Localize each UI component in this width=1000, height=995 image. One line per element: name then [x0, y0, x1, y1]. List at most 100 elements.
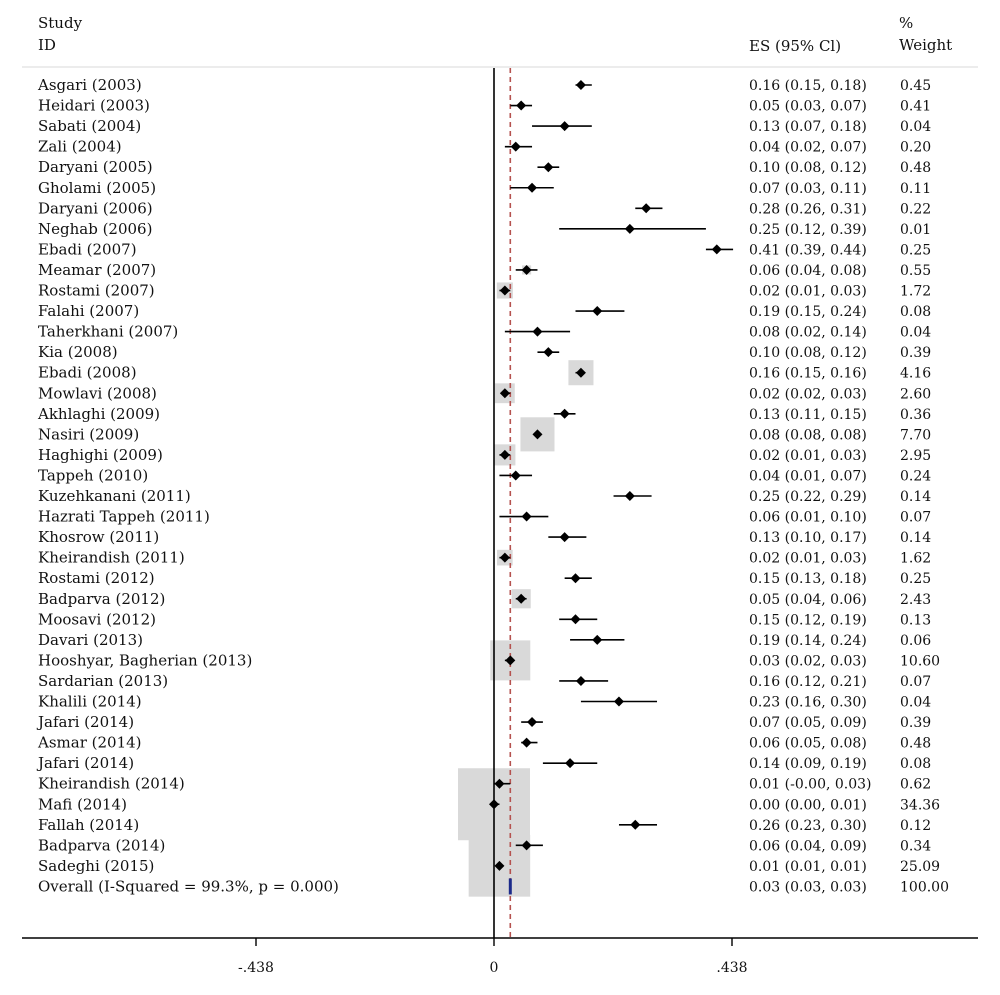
study-es-ci: 0.25 (0.22, 0.29) [749, 489, 867, 505]
study-label: Sadeghi (2015) [38, 857, 154, 875]
study-es-ci: 0.15 (0.12, 0.19) [749, 612, 867, 628]
study-es-ci: 0.13 (0.11, 0.15) [749, 407, 867, 423]
study-es-ci: 0.10 (0.08, 0.12) [749, 160, 867, 176]
point-estimate [494, 860, 505, 871]
study-weight: 2.60 [900, 386, 931, 402]
study-es-ci: 0.02 (0.01, 0.03) [749, 284, 867, 300]
study-label: Kheirandish (2011) [38, 549, 185, 567]
x-tick-label: -.438 [238, 960, 274, 976]
study-label: Falahi (2007) [38, 302, 139, 320]
study-es-ci: 0.06 (0.01, 0.10) [749, 510, 867, 526]
study-es-ci: 0.15 (0.13, 0.18) [749, 571, 867, 587]
study-weight: 0.06 [900, 633, 931, 649]
point-estimate [499, 388, 510, 399]
study-label: Fallah (2014) [38, 816, 139, 834]
point-estimate [527, 717, 538, 728]
study-es-ci: 0.04 (0.02, 0.07) [749, 140, 867, 156]
study-es-ci: 0.05 (0.03, 0.07) [749, 99, 867, 115]
study-es-ci: 0.19 (0.14, 0.24) [749, 633, 867, 649]
study-label: Khosrow (2011) [38, 528, 159, 546]
point-estimate [499, 449, 510, 460]
study-weight: 25.09 [900, 859, 940, 875]
study-label: Asgari (2003) [37, 76, 142, 94]
study-label: Hooshyar, Bagherian (2013) [38, 651, 252, 669]
point-estimate [575, 80, 586, 90]
point-estimate [510, 141, 521, 152]
study-label: Zali (2004) [38, 138, 122, 156]
point-estimate [499, 552, 510, 563]
header-es: ES (95% Cl) [749, 37, 841, 55]
study-weight: 4.16 [900, 366, 931, 382]
study-weight: 0.11 [900, 181, 931, 197]
point-estimate [505, 655, 516, 666]
point-estimate [575, 675, 586, 686]
study-label: Moosavi (2012) [38, 610, 156, 628]
study-weight: 0.14 [900, 489, 931, 505]
study-weight: 0.12 [900, 818, 931, 834]
overall-es-ci: 0.03 (0.03, 0.03) [749, 879, 867, 895]
study-label: Hazrati Tappeh (2011) [38, 508, 210, 526]
study-weight: 0.48 [900, 160, 931, 176]
study-weight: 0.13 [900, 612, 931, 628]
study-label: Daryani (2006) [38, 199, 153, 217]
study-es-ci: 0.07 (0.05, 0.09) [749, 715, 867, 731]
study-weight: 0.14 [900, 530, 931, 546]
study-label: Sabati (2004) [38, 117, 141, 135]
point-estimate [711, 244, 722, 255]
study-label: Kuzehkanani (2011) [38, 487, 191, 505]
study-label: Mowlavi (2008) [38, 384, 157, 402]
study-es-ci: 0.07 (0.03, 0.11) [749, 181, 867, 197]
study-es-ci: 0.28 (0.26, 0.31) [749, 201, 867, 217]
study-weight: 0.36 [900, 407, 931, 423]
study-weight: 2.95 [900, 448, 931, 464]
study-weight: 34.36 [900, 797, 940, 813]
study-weight: 7.70 [900, 427, 931, 443]
study-weight: 0.62 [900, 777, 931, 793]
study-weight: 0.39 [900, 345, 931, 361]
study-weight: 1.62 [900, 551, 931, 567]
point-estimate [521, 737, 532, 748]
point-estimate [559, 408, 570, 419]
point-estimate [592, 634, 603, 645]
point-estimate [559, 121, 570, 132]
study-label: Kheirandish (2014) [38, 775, 185, 793]
point-estimate [532, 326, 543, 337]
study-es-ci: 0.02 (0.01, 0.03) [749, 551, 867, 567]
study-es-ci: 0.02 (0.01, 0.03) [749, 448, 867, 464]
study-es-ci: 0.13 (0.07, 0.18) [749, 119, 867, 135]
point-estimate [624, 223, 635, 234]
study-label: Gholami (2005) [38, 179, 156, 197]
study-label: Jafari (2014) [36, 713, 134, 731]
header-study: Study [38, 14, 83, 32]
overall-weight: 100.00 [900, 879, 949, 895]
study-label: Asmar (2014) [37, 734, 142, 752]
study-weight: 0.41 [900, 99, 931, 115]
point-estimate [532, 429, 543, 440]
study-es-ci: 0.01 (0.01, 0.01) [749, 859, 867, 875]
study-label: Khalili (2014) [38, 693, 142, 711]
study-label: Rostami (2012) [38, 569, 155, 587]
study-es-ci: 0.01 (-0.00, 0.03) [749, 777, 872, 793]
header-weight: Weight [899, 36, 952, 54]
study-label: Taherkhani (2007) [38, 323, 178, 341]
header-id: ID [38, 36, 56, 54]
study-weight: 1.72 [900, 284, 931, 300]
study-weight: 0.04 [900, 325, 931, 341]
study-es-ci: 0.03 (0.02, 0.03) [749, 653, 867, 669]
study-es-ci: 0.14 (0.09, 0.19) [749, 756, 867, 772]
point-estimate [559, 532, 570, 543]
point-estimate [499, 285, 510, 296]
study-label: Neghab (2006) [38, 220, 152, 238]
study-es-ci: 0.16 (0.15, 0.16) [749, 366, 867, 382]
point-estimate [521, 264, 532, 275]
study-label: Badparva (2012) [38, 590, 165, 608]
study-weight: 0.45 [900, 78, 931, 94]
point-estimate [630, 819, 641, 830]
study-weight: 0.01 [900, 222, 931, 238]
point-estimate [575, 367, 586, 378]
study-label: Ebadi (2008) [38, 364, 137, 382]
study-label: Badparva (2014) [38, 836, 165, 854]
study-es-ci: 0.05 (0.04, 0.06) [749, 592, 867, 608]
study-es-ci: 0.16 (0.12, 0.21) [749, 674, 867, 690]
